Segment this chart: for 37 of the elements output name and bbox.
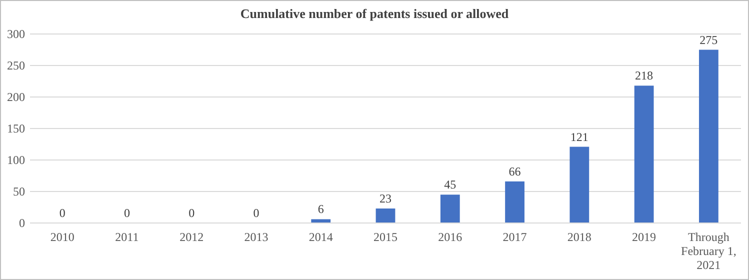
bar: [440, 194, 460, 223]
data-label: 275: [700, 32, 718, 47]
data-label: 218: [635, 68, 654, 83]
y-tick-label: 250: [7, 58, 25, 73]
data-label: 0: [253, 206, 260, 220]
y-tick-label: 200: [7, 90, 25, 104]
x-tick-label: 2016: [438, 230, 462, 244]
x-tick-label: 2014: [308, 230, 333, 244]
bar: [505, 181, 524, 223]
y-tick-label: 300: [7, 27, 25, 42]
data-label: 23: [380, 192, 392, 206]
bar: [311, 219, 331, 223]
bar: [698, 50, 718, 223]
x-tick-label: 2012: [180, 230, 204, 244]
bar: [376, 208, 396, 223]
data-label: 0: [124, 206, 130, 220]
x-tick-label: 2018: [567, 230, 592, 244]
chart-title: Cumulative number of patents issued or allowed: [240, 6, 510, 21]
x-tick-label: 2019: [632, 230, 656, 244]
x-tick-label: 2015: [374, 230, 398, 244]
data-label: 0: [188, 206, 195, 220]
y-tick-label: 0: [19, 216, 25, 230]
x-tick-label: 2011: [115, 230, 139, 244]
y-tick-label: 50: [13, 184, 25, 199]
x-tick-label: 2013: [244, 230, 268, 244]
x-tick-label: 2010: [50, 230, 74, 244]
data-label: 66: [508, 164, 521, 178]
data-label: 45: [444, 178, 456, 192]
data-label: 6: [318, 202, 324, 216]
data-label: 0: [59, 206, 66, 220]
bar: [570, 146, 590, 223]
bar: [634, 86, 654, 223]
x-tick-label: 2017: [502, 230, 527, 244]
data-label: 121: [570, 130, 588, 144]
y-tick-label: 150: [7, 122, 25, 136]
x-tick-label: Through February 1, 2021: [681, 230, 736, 272]
y-tick-label: 100: [7, 153, 25, 168]
